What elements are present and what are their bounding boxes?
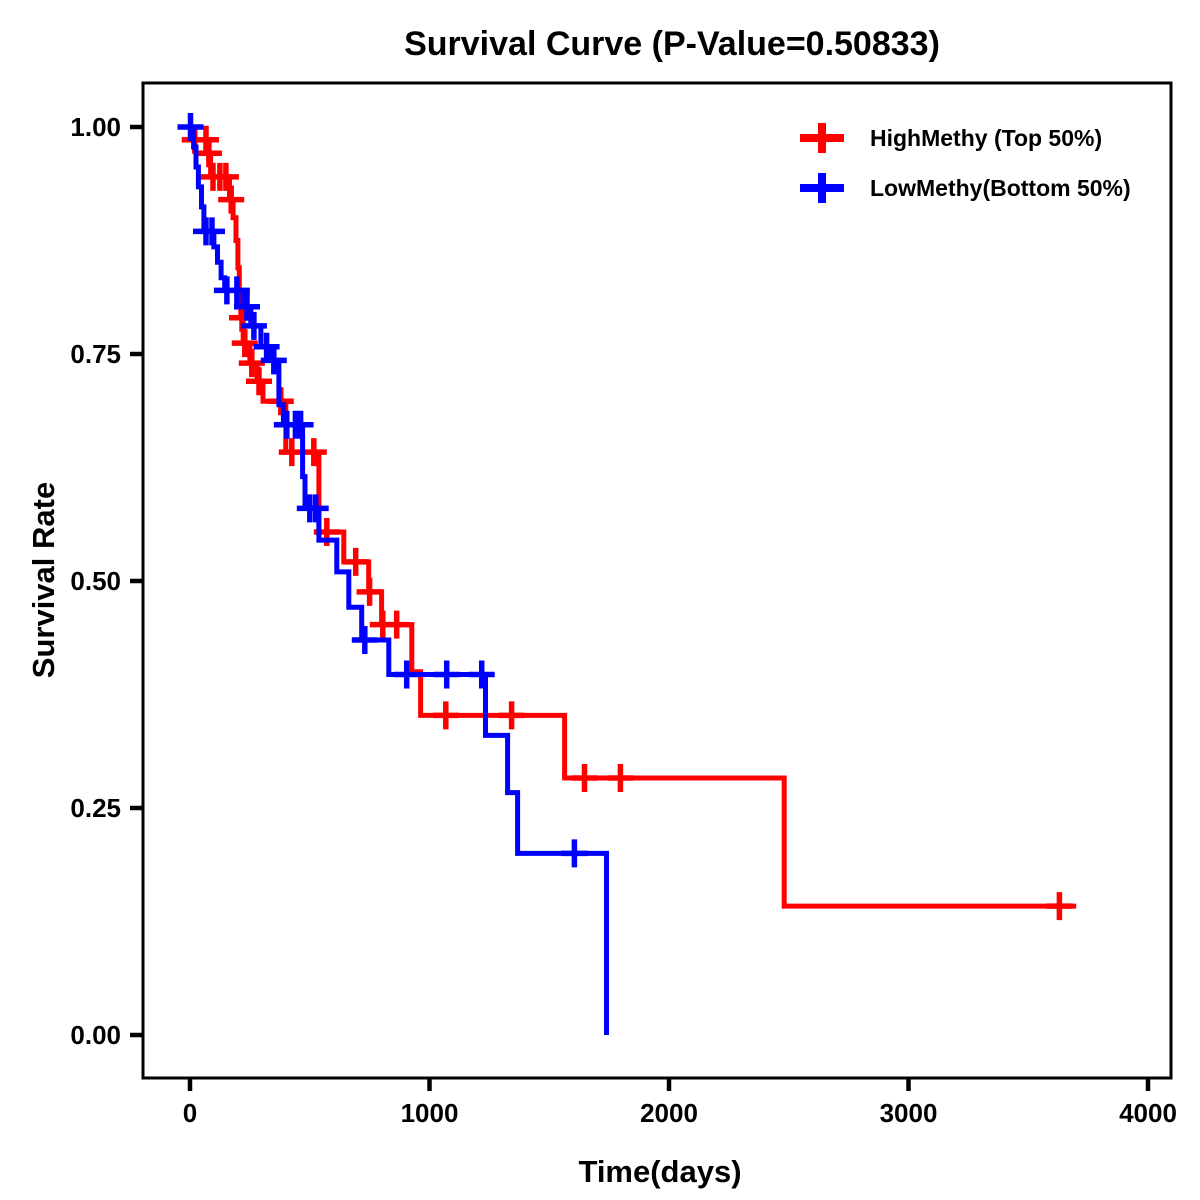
x-axis-label: Time(days) xyxy=(578,1154,741,1189)
y-tick-label: 0.25 xyxy=(70,793,121,823)
legend: HighMethy (Top 50%) LowMethy(Bottom 50%) xyxy=(800,123,1131,203)
lowmethy-plus-icon xyxy=(800,173,844,203)
highmethy-plus-icon xyxy=(800,123,844,153)
legend-item-highmethy: HighMethy (Top 50%) xyxy=(800,123,1102,153)
legend-label-lowmethy: LowMethy(Bottom 50%) xyxy=(870,175,1131,201)
x-axis-ticks: 0 1000 2000 3000 4000 xyxy=(183,1078,1177,1128)
x-tick-label: 4000 xyxy=(1119,1098,1177,1128)
x-tick-label: 0 xyxy=(183,1098,197,1128)
y-tick-label: 0.75 xyxy=(70,339,121,369)
legend-label-highmethy: HighMethy (Top 50%) xyxy=(870,125,1102,151)
legend-item-lowmethy: LowMethy(Bottom 50%) xyxy=(800,173,1131,203)
y-axis-label: Survival Rate xyxy=(26,482,61,678)
chart-title: Survival Curve (P-Value=0.50833) xyxy=(404,25,940,63)
y-axis-ticks: 1.00 0.75 0.50 0.25 0.00 xyxy=(70,112,143,1050)
plot-panel-border xyxy=(141,81,1173,1080)
censor-plus-marks xyxy=(177,113,588,868)
x-tick-label: 1000 xyxy=(401,1098,459,1128)
y-tick-label: 1.00 xyxy=(70,112,121,142)
x-tick-label: 3000 xyxy=(880,1098,938,1128)
y-tick-label: 0.50 xyxy=(70,566,121,596)
x-tick-label: 2000 xyxy=(640,1098,698,1128)
survival-curves xyxy=(177,113,1077,1035)
y-tick-label: 0.00 xyxy=(70,1020,121,1050)
